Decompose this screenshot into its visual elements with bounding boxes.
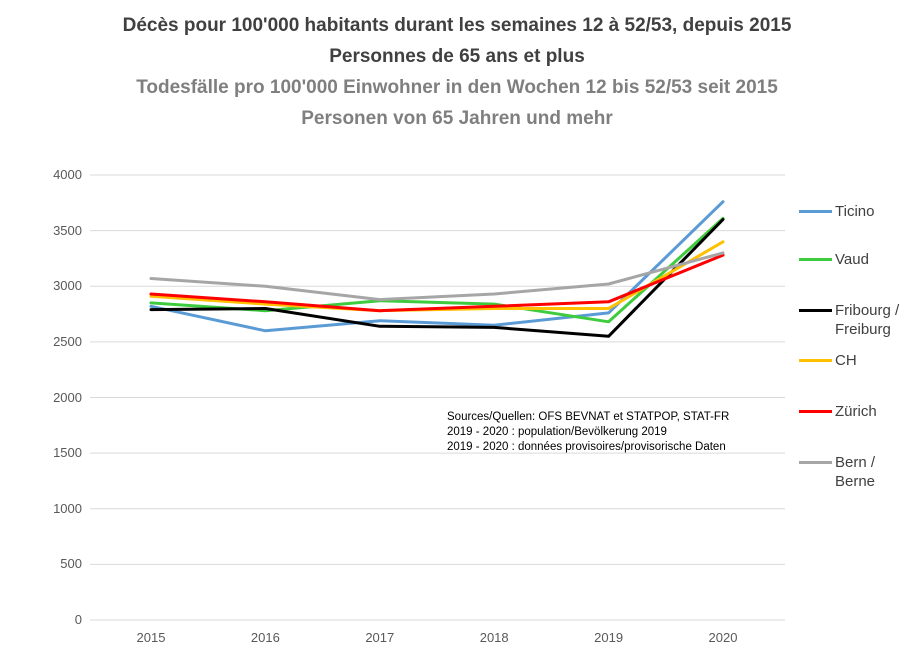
- y-axis-tick-label: 500: [60, 556, 82, 572]
- source-annotation-line2: 2019 - 2020 : population/Bevölkerung 201…: [447, 426, 667, 438]
- chart-title-de-line1: Todesfälle pro 100'000 Einwohner in den …: [136, 77, 778, 98]
- source-annotation-line3: 2019 - 2020 : données provisoires/provis…: [447, 441, 726, 453]
- x-axis-tick-label: 2018: [479, 630, 509, 645]
- chart-title-fr-line2: Personnes de 65 ans et plus: [329, 46, 585, 67]
- chart-title-fr-line1: Décès pour 100'000 habitants durant les …: [122, 15, 792, 36]
- series-line-z-rich: [149, 253, 725, 313]
- y-axis-tick-label: 0: [74, 612, 82, 627]
- y-axis-tick-label: 2500: [53, 333, 82, 349]
- legend-swatch-vaud: [799, 258, 832, 261]
- x-axis-tick-label: 2019: [594, 630, 624, 645]
- legend-item-ticino: Ticino: [799, 202, 911, 221]
- x-axis-tick-label: 2017: [365, 630, 395, 645]
- chart-title-de-line2: Personen von 65 Jahren und mehr: [301, 108, 613, 129]
- source-annotation-line1: Sources/Quellen: OFS BEVNAT et STATPOP, …: [447, 411, 730, 423]
- y-axis-tick-label: 4000: [53, 167, 82, 182]
- chart-title-block: Décès pour 100'000 habitants durant les …: [0, 10, 914, 134]
- plot-area: [90, 170, 785, 625]
- legend-label-zurich: Zürich: [835, 403, 877, 420]
- line-chart: [90, 174, 785, 621]
- legend-label-fribourg: Fribourg / Freiburg: [835, 302, 900, 338]
- legend-swatch-fribourg: [799, 309, 832, 312]
- legend-label-ch: CH: [835, 352, 857, 369]
- x-axis-tick-label: 2020: [708, 630, 738, 645]
- legend-swatch-zurich: [799, 410, 832, 413]
- y-axis-tick-label: 2000: [53, 389, 82, 405]
- legend-item-ch: CH: [799, 351, 911, 370]
- series-line-bern-berne: [149, 251, 725, 302]
- legend-swatch-ch: [799, 359, 832, 362]
- y-axis-tick-label: 1500: [53, 445, 82, 461]
- legend-item-fribourg: Fribourg / Freiburg: [799, 301, 911, 339]
- legend-label-bern: Bern / Berne: [835, 454, 876, 490]
- series-line-fribourg-freiburg: [149, 218, 725, 338]
- x-axis-tick-label: 2015: [136, 630, 166, 645]
- legend-item-zurich: Zürich: [799, 402, 911, 421]
- series-line-ticino: [149, 200, 725, 333]
- legend-swatch-ticino: [799, 210, 832, 213]
- y-axis-tick-label: 1000: [53, 500, 82, 516]
- y-axis-tick-label: 3000: [53, 278, 82, 294]
- legend-label-vaud: Vaud: [835, 251, 869, 268]
- legend-item-bern: Bern / Berne: [799, 453, 911, 491]
- source-annotation: Sources/Quellen: OFS BEVNAT et STATPOP, …: [447, 410, 729, 455]
- legend-label-ticino: Ticino: [835, 203, 875, 220]
- legend-swatch-bern: [799, 461, 832, 464]
- y-axis-tick-label: 3500: [53, 222, 82, 238]
- x-axis-tick-label: 2016: [250, 630, 280, 645]
- legend-item-vaud: Vaud: [799, 250, 911, 269]
